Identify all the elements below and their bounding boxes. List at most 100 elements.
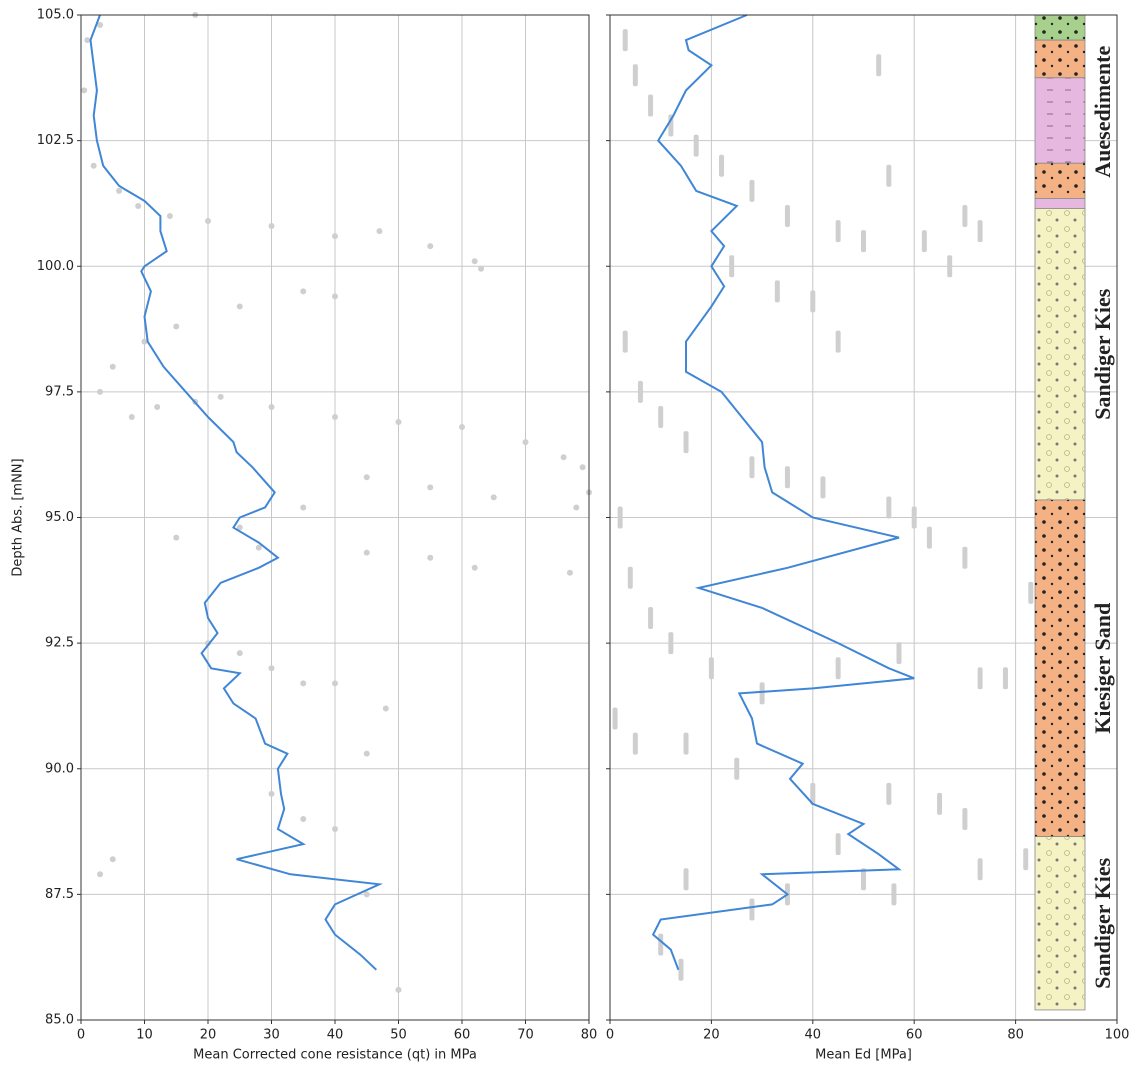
- y-tick-label: 100.0: [37, 259, 74, 274]
- scatter-point: [128, 414, 135, 420]
- scatter-dash: [658, 406, 664, 428]
- x-tick-label: 100: [1105, 1028, 1130, 1043]
- scatter-point: [268, 665, 275, 672]
- x-axis-label: Mean Corrected cone resistance (qt) in M…: [193, 1048, 477, 1063]
- scatter-dash: [668, 632, 674, 655]
- scatter-dash: [759, 682, 765, 705]
- x-tick-label: 40: [805, 1028, 822, 1043]
- scatter-point: [490, 494, 497, 501]
- scatter-point: [566, 569, 573, 576]
- scatter-point: [141, 338, 148, 345]
- scatter-dash: [749, 898, 755, 921]
- x-tick-label: 60: [454, 1028, 471, 1043]
- x-tick-label: 70: [517, 1028, 534, 1043]
- scatter-point: [560, 454, 567, 461]
- stratum-pattern: [1035, 15, 1085, 41]
- scatter-dash: [876, 54, 882, 77]
- stratum-pattern: [1035, 836, 1085, 1010]
- scatter-dash: [1028, 581, 1034, 604]
- stratum-pattern: [1035, 198, 1085, 209]
- scatter-dash: [678, 958, 684, 981]
- scatter-point: [236, 650, 243, 657]
- scatter-point: [97, 22, 104, 29]
- x-tick-label: 20: [200, 1028, 217, 1043]
- scatter-point: [376, 228, 383, 235]
- scatter-point: [363, 891, 370, 898]
- scatter-dash: [648, 94, 654, 117]
- y-tick-label: 105.0: [37, 8, 74, 23]
- scatter-point: [332, 680, 338, 687]
- scatter-dash: [1023, 848, 1029, 871]
- x-tick-label: 30: [263, 1028, 280, 1043]
- scatter-point: [97, 388, 104, 395]
- scatter-point: [90, 162, 97, 169]
- scatter-dash: [693, 134, 699, 157]
- scatter-dash: [962, 205, 968, 227]
- scatter-dash: [719, 154, 725, 177]
- scatter-point: [300, 816, 307, 822]
- scatter-point: [268, 403, 275, 410]
- y-tick-label: 95.0: [45, 510, 74, 525]
- scatter-point: [173, 323, 180, 330]
- stratum-pattern: [1035, 208, 1085, 500]
- scatter-dash: [835, 833, 841, 856]
- scatter-point: [109, 856, 116, 863]
- scatter-dash: [810, 290, 816, 313]
- scatter-dash: [784, 205, 790, 227]
- scatter-dash: [1002, 667, 1008, 690]
- scatter-dash: [835, 657, 841, 680]
- stratum-pattern: [1035, 499, 1085, 837]
- scatter-dash: [962, 808, 968, 830]
- x-tick-label: 0: [606, 1028, 614, 1043]
- scatter-dash: [683, 431, 689, 454]
- scatter-dash: [937, 792, 943, 815]
- scatter-dash: [977, 667, 983, 690]
- scatter-point: [84, 37, 91, 44]
- scatter-point: [332, 293, 338, 300]
- plot-frame: [80, 14, 590, 1021]
- scatter-dash: [947, 255, 953, 278]
- scatter-point: [363, 474, 370, 481]
- scatter-point: [427, 243, 434, 250]
- scatter-dash: [622, 330, 628, 353]
- scatter-point: [97, 871, 104, 878]
- scatter-point: [395, 986, 402, 993]
- scatter-point: [363, 750, 370, 757]
- scatter-dash: [648, 607, 654, 629]
- stratum-pattern: [1035, 163, 1085, 199]
- y-tick-label: 97.5: [45, 384, 74, 399]
- scatter-dash: [774, 280, 780, 303]
- scatter-dash: [708, 657, 714, 680]
- scatter-dash: [749, 179, 755, 202]
- scatter-point: [236, 303, 243, 310]
- scatter-dash: [962, 546, 968, 569]
- y-tick-label: 102.5: [37, 133, 74, 148]
- scatter-dash: [749, 456, 755, 479]
- scatter-dash: [886, 782, 892, 805]
- scatter-dash: [683, 868, 689, 891]
- scatter-dash: [977, 858, 983, 881]
- y-tick-label: 92.5: [45, 636, 74, 651]
- data-line: [651, 14, 915, 971]
- scatter-dash: [729, 255, 735, 278]
- scatter-dash: [977, 220, 983, 243]
- unit-label: Kiesiger Sand: [1090, 603, 1115, 734]
- scatter-point: [300, 504, 307, 511]
- scatter-point: [522, 439, 529, 446]
- x-tick-label: 20: [703, 1028, 720, 1043]
- x-axis-label: Mean Ed [MPa]: [815, 1048, 912, 1063]
- scatter-dash: [637, 380, 643, 403]
- scatter-point: [300, 288, 307, 295]
- scatter-point: [471, 258, 478, 265]
- scatter-dash: [622, 29, 628, 52]
- unit-label: Sandiger Kies: [1090, 857, 1115, 988]
- x-tick-label: 10: [136, 1028, 153, 1043]
- scatter-point: [173, 534, 180, 541]
- scatter-dash: [861, 868, 866, 891]
- scatter-dash: [632, 732, 638, 755]
- scatter-dash: [612, 707, 618, 730]
- scatter-point: [116, 187, 123, 194]
- scatter-dash: [926, 526, 932, 549]
- scatter-dash: [784, 466, 790, 489]
